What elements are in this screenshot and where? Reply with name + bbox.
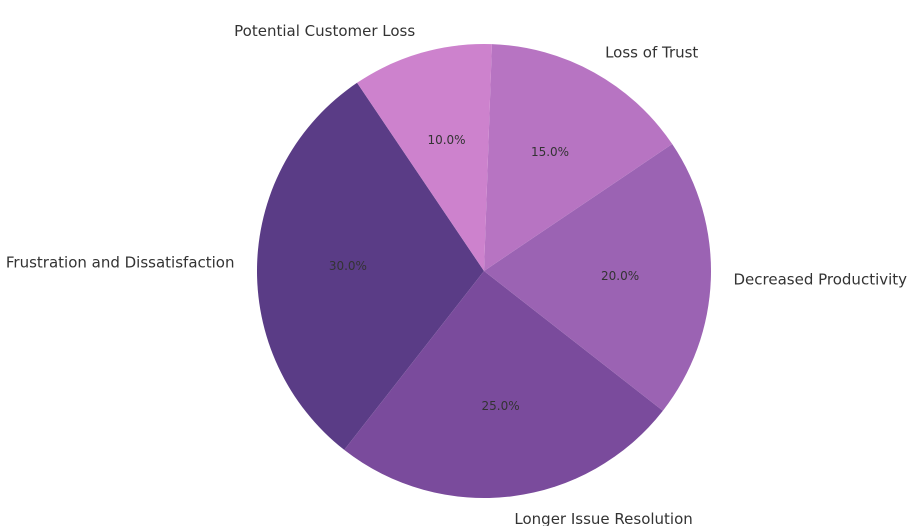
category-label-potential-customer-loss: Potential Customer Loss	[234, 22, 415, 40]
percent-label-longer-issue-resolution: 25.0%	[482, 399, 520, 413]
category-label-frustration-and-dissatisfaction: Frustration and Dissatisfaction	[6, 253, 235, 271]
category-label-loss-of-trust: Loss of Trust	[605, 44, 698, 62]
category-label-longer-issue-resolution: Longer Issue Resolution	[514, 510, 692, 526]
percent-label-decreased-productivity: 20.0%	[601, 269, 639, 283]
pie-slices	[257, 44, 711, 498]
percent-label-potential-customer-loss: 10.0%	[427, 133, 465, 147]
category-label-decreased-productivity: Decreased Productivity	[734, 271, 908, 289]
percent-label-loss-of-trust: 15.0%	[531, 145, 569, 159]
percent-label-frustration-and-dissatisfaction: 30.0%	[329, 259, 367, 273]
